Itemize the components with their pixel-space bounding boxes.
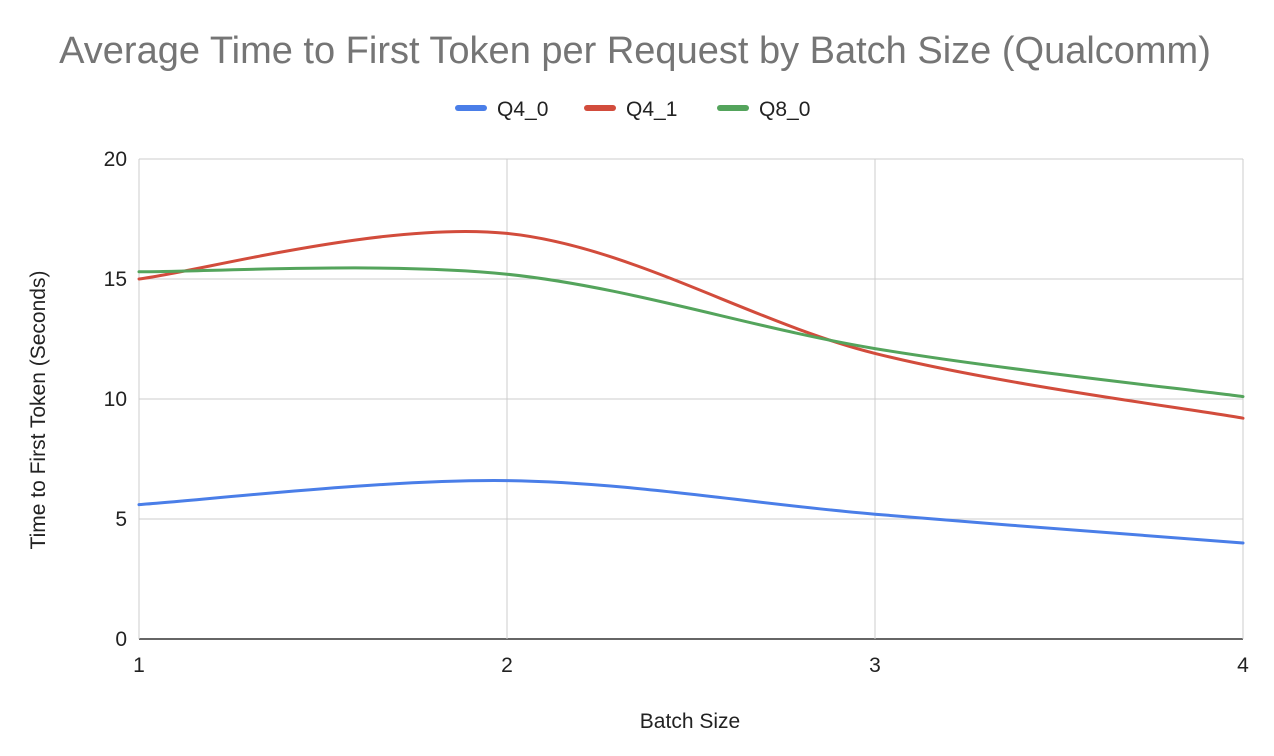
series-line-q4-1 bbox=[137, 229, 1245, 420]
legend-label: Q8_0 bbox=[759, 98, 810, 121]
x-tick-label: 3 bbox=[869, 654, 881, 677]
series-line-q8-0 bbox=[137, 266, 1245, 399]
x-axis-title: Batch Size bbox=[640, 710, 740, 733]
legend: Q4_0 Q4_1 Q8_0 bbox=[455, 98, 810, 121]
y-axis-title: Time to First Token (Seconds) bbox=[27, 271, 50, 550]
x-tick-label: 2 bbox=[501, 654, 513, 677]
x-tick-label: 4 bbox=[1237, 654, 1249, 677]
x-tick-label: 1 bbox=[133, 654, 145, 677]
grid-lines bbox=[138, 158, 1244, 640]
series-line-q4-0 bbox=[137, 479, 1245, 545]
y-tick-label: 10 bbox=[104, 388, 127, 411]
y-tick-label: 0 bbox=[115, 628, 127, 651]
chart-title: Average Time to First Token per Request … bbox=[59, 30, 1211, 72]
legend-label: Q4_1 bbox=[626, 98, 677, 121]
y-tick-label: 20 bbox=[104, 148, 127, 171]
y-axis-ticks: 0 5 10 15 20 bbox=[104, 148, 127, 651]
legend-label: Q4_0 bbox=[497, 98, 548, 121]
series-lines bbox=[137, 229, 1245, 545]
plot-area: 1 2 3 4 0 5 10 15 20 bbox=[104, 148, 1250, 677]
x-axis-ticks: 1 2 3 4 bbox=[133, 654, 1249, 677]
y-tick-label: 15 bbox=[104, 268, 127, 291]
y-tick-label: 5 bbox=[115, 508, 127, 531]
